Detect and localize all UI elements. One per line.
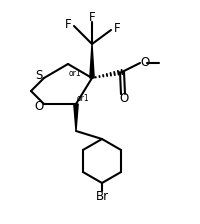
Text: S: S [35,69,42,82]
Text: F: F [65,18,71,31]
Polygon shape [90,44,94,78]
Text: O: O [140,56,149,69]
Text: O: O [35,99,44,112]
Text: or1: or1 [77,94,90,103]
Text: F: F [114,22,120,35]
Text: Br: Br [95,190,109,203]
Polygon shape [74,104,78,131]
Text: F: F [89,11,95,24]
Text: or1: or1 [69,69,82,78]
Text: O: O [119,92,128,105]
